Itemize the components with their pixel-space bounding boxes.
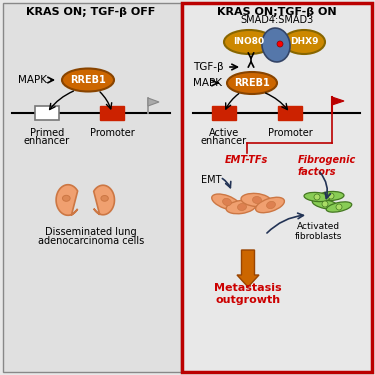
Ellipse shape: [224, 30, 274, 54]
Ellipse shape: [304, 192, 330, 202]
Text: MAPK: MAPK: [193, 78, 222, 88]
Text: adenocarcinoma cells: adenocarcinoma cells: [38, 236, 144, 246]
Ellipse shape: [223, 198, 231, 206]
Text: enhancer: enhancer: [24, 136, 70, 146]
Ellipse shape: [63, 195, 70, 201]
Text: Promoter: Promoter: [90, 128, 134, 138]
FancyBboxPatch shape: [100, 106, 124, 120]
Polygon shape: [148, 98, 159, 106]
Ellipse shape: [262, 28, 290, 62]
Text: EMT: EMT: [201, 175, 222, 185]
Text: TGF-β: TGF-β: [193, 62, 224, 72]
Text: Activated
fibroblasts: Activated fibroblasts: [294, 222, 342, 242]
Ellipse shape: [318, 192, 344, 201]
Text: KRAS ON; TGF-β OFF: KRAS ON; TGF-β OFF: [26, 7, 156, 17]
Ellipse shape: [241, 194, 271, 207]
Text: enhancer: enhancer: [201, 136, 247, 146]
Ellipse shape: [237, 204, 246, 210]
Ellipse shape: [277, 41, 283, 47]
Text: DHX9: DHX9: [290, 38, 318, 46]
Ellipse shape: [314, 194, 320, 200]
Text: Fibrogenic
factors: Fibrogenic factors: [298, 155, 356, 177]
Text: Metastasis
outgrowth: Metastasis outgrowth: [214, 283, 282, 304]
FancyBboxPatch shape: [212, 106, 236, 120]
Text: MAPK: MAPK: [18, 75, 47, 85]
FancyBboxPatch shape: [278, 106, 302, 120]
Text: Active: Active: [209, 128, 239, 138]
Ellipse shape: [252, 196, 261, 204]
Text: RREB1: RREB1: [70, 75, 106, 85]
Ellipse shape: [283, 30, 325, 54]
FancyBboxPatch shape: [35, 106, 59, 120]
FancyArrow shape: [237, 250, 259, 287]
Text: Disseminated lung: Disseminated lung: [45, 227, 137, 237]
Text: Promoter: Promoter: [268, 128, 312, 138]
Ellipse shape: [212, 194, 240, 210]
Text: Primed: Primed: [30, 128, 64, 138]
Ellipse shape: [322, 201, 328, 207]
Text: SMAD4:SMAD3: SMAD4:SMAD3: [240, 15, 314, 25]
Polygon shape: [94, 185, 114, 215]
Ellipse shape: [227, 72, 277, 94]
Ellipse shape: [267, 201, 275, 208]
Ellipse shape: [62, 69, 114, 92]
FancyBboxPatch shape: [182, 3, 372, 372]
Text: EMT-TFs: EMT-TFs: [225, 155, 268, 165]
FancyBboxPatch shape: [3, 3, 181, 372]
Ellipse shape: [256, 197, 284, 213]
Ellipse shape: [328, 193, 334, 199]
Ellipse shape: [226, 200, 256, 214]
Text: INO80: INO80: [233, 38, 265, 46]
Ellipse shape: [101, 195, 108, 201]
Polygon shape: [332, 97, 344, 105]
Ellipse shape: [326, 202, 352, 212]
Polygon shape: [56, 185, 78, 215]
Ellipse shape: [312, 199, 338, 209]
Text: KRAS ON;TGF-β ON: KRAS ON;TGF-β ON: [217, 7, 337, 17]
Text: RREB1: RREB1: [234, 78, 270, 88]
Ellipse shape: [336, 204, 342, 210]
